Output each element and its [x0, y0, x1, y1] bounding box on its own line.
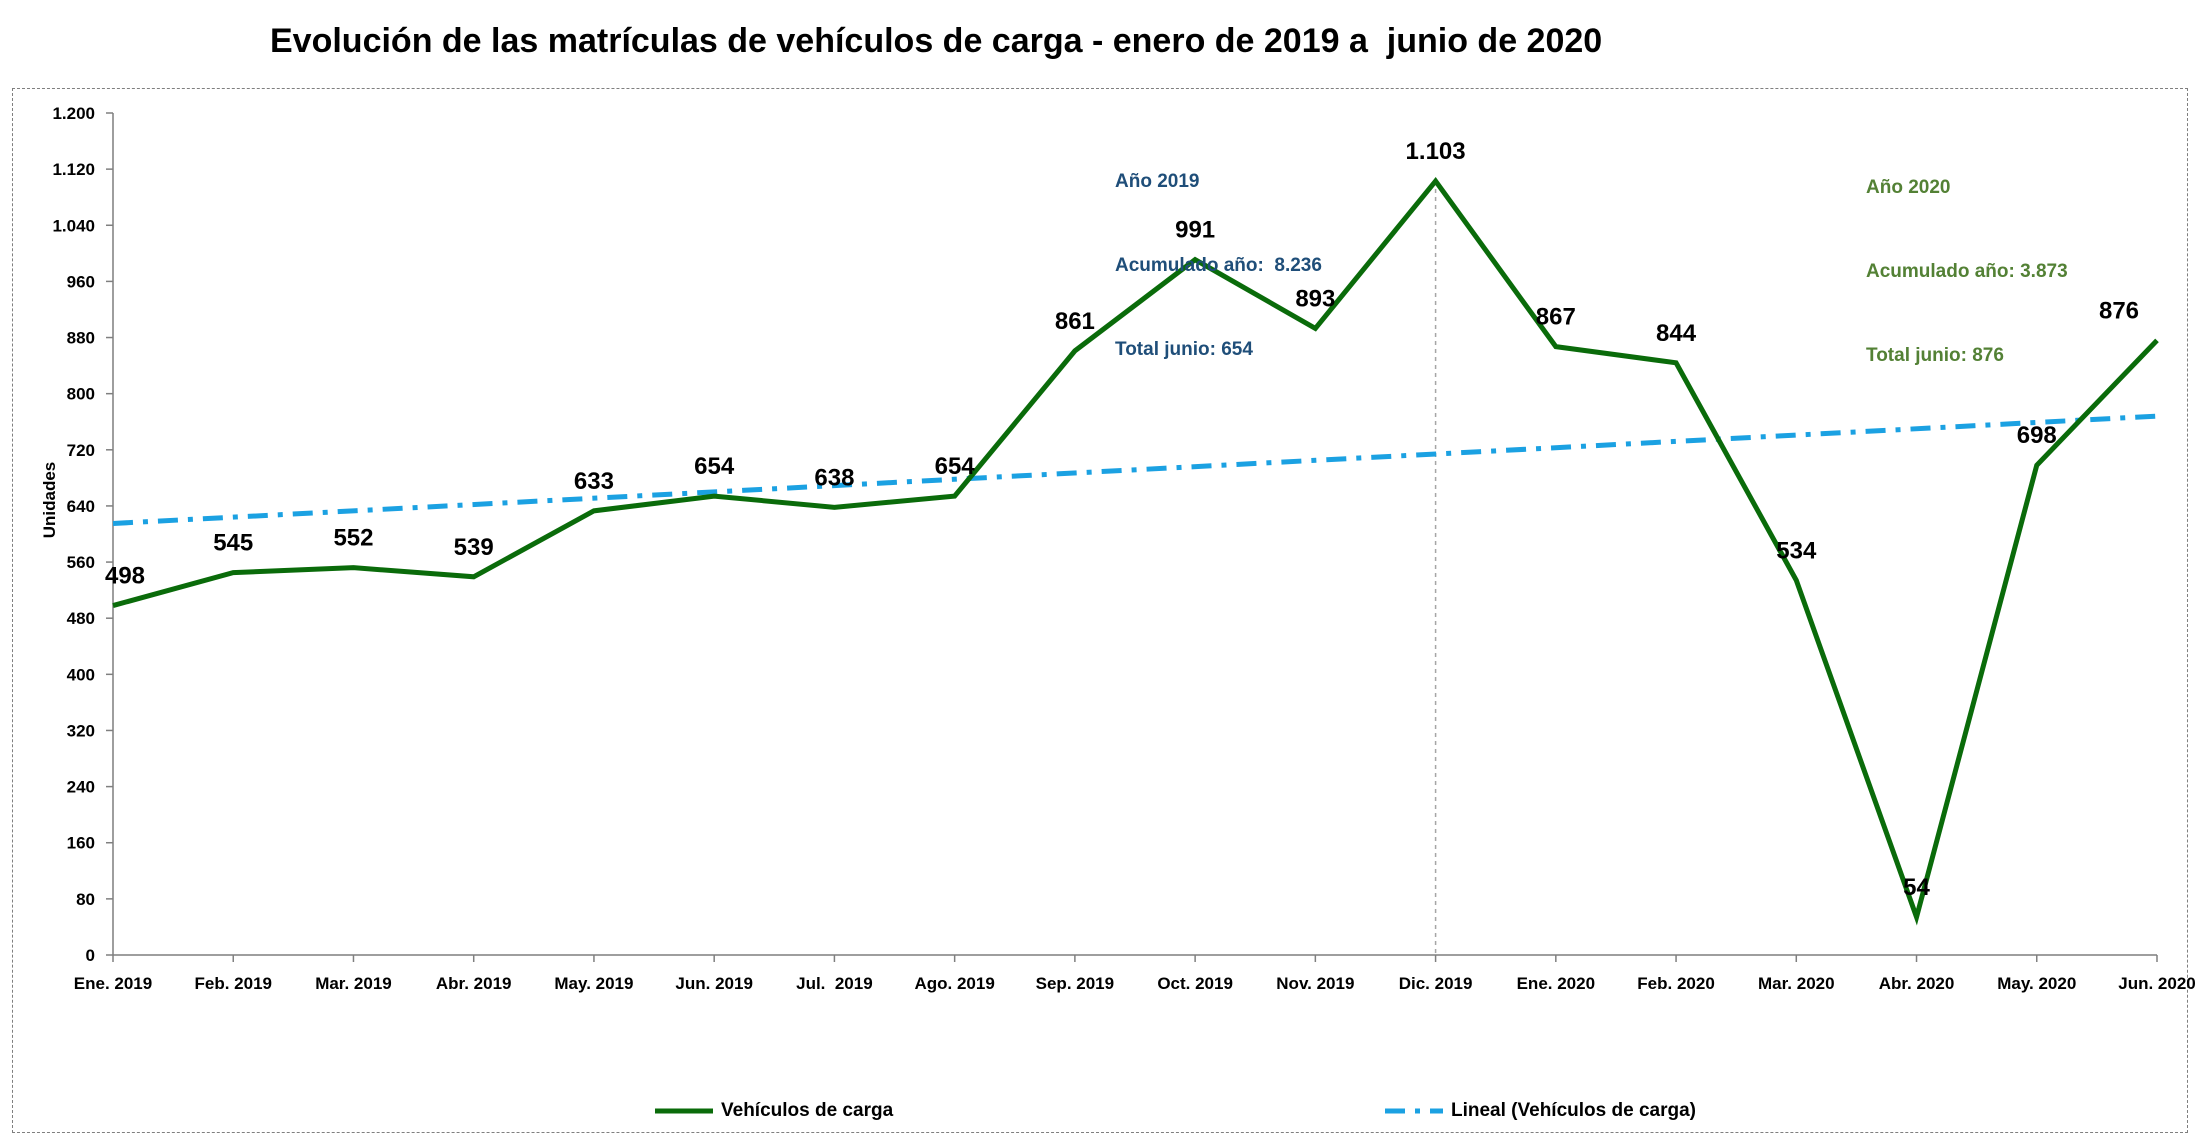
legend-label-trend: Lineal (Vehículos de carga): [1451, 1100, 1696, 1121]
x-tick-label: Nov. 2019: [1276, 974, 1354, 993]
series-line-vehiculos: [112, 176, 2159, 926]
data-label: 991: [1175, 217, 1215, 244]
data-label: 534: [1776, 537, 1817, 564]
x-tick-label: Abr. 2020: [1879, 974, 1955, 993]
x-tick-label: Mar. 2020: [1758, 974, 1835, 993]
chart-title: Evolución de las matrículas de vehículos…: [270, 22, 1603, 60]
legend-item-trend: Lineal (Vehículos de carga): [1385, 1096, 1696, 1126]
x-tick-labels: Ene. 2019 Feb. 2019 Mar. 2019 Abr. 2019 May.…: [74, 955, 2196, 993]
data-label: 867: [1536, 304, 1576, 331]
data-label: 638: [814, 464, 854, 491]
annotation-2019-line: Acumulado año: 8.236: [1115, 255, 1322, 276]
x-tick-label: Ene. 2019: [74, 974, 152, 993]
x-tick-label: Ago. 2019: [914, 974, 994, 993]
plot-frame: [12, 88, 2188, 1133]
legend-swatch-trend: [1385, 1108, 1443, 1114]
x-tick-label: Ene. 2020: [1517, 974, 1595, 993]
x-tick-label: Feb. 2020: [1637, 974, 1715, 993]
annotation-2020-line: Año 2020: [1866, 177, 1951, 198]
y-tick-label: 0: [86, 946, 95, 965]
y-tick-label: 1.040: [52, 216, 95, 235]
y-tick-label: 640: [67, 497, 95, 516]
y-tick-label: 1.120: [52, 160, 95, 179]
annotation-2020: Año 2020 Acumulado año: 3.873 Total juni…: [1866, 118, 2068, 398]
annotation-2019-line: Total junio: 654: [1115, 339, 1253, 360]
x-tick-label: Jun. 2019: [675, 974, 753, 993]
x-tick-label: Jul. 2019: [796, 974, 873, 993]
x-tick-label: Jun. 2020: [2118, 974, 2196, 993]
data-label: 54: [1903, 874, 1930, 901]
data-label: 539: [454, 534, 494, 561]
x-tick-label: Sep. 2019: [1036, 974, 1114, 993]
annotation-2019: Año 2019 Acumulado año: 8.236 Total juni…: [1115, 112, 1322, 392]
y-axis-label: Unidades: [40, 462, 59, 539]
y-tick-label: 320: [67, 721, 95, 740]
x-tick-label: Mar. 2019: [315, 974, 392, 993]
trend-line: [112, 413, 2158, 526]
x-tick-label: May. 2020: [1997, 974, 2076, 993]
x-tick-label: Dic. 2019: [1399, 974, 1473, 993]
y-tick-label: 880: [67, 329, 95, 348]
data-labels: 498 545 552 539 633 654 638 654 861 991 893 1.103 86…: [105, 138, 2139, 901]
data-label: 876: [2099, 297, 2139, 324]
y-tick-label: 560: [67, 553, 95, 572]
data-label: 698: [2017, 422, 2057, 449]
x-tick-label: Feb. 2019: [194, 974, 272, 993]
axes: [112, 113, 2157, 956]
y-tick-label: 800: [67, 385, 95, 404]
data-label: 498: [105, 563, 145, 590]
y-tick-label: 480: [67, 609, 95, 628]
data-label: 633: [574, 468, 614, 495]
y-tick-label: 240: [67, 778, 95, 797]
x-tick-label: Oct. 2019: [1157, 974, 1233, 993]
y-tick-label: 160: [67, 834, 95, 853]
legend-swatch-series: [655, 1108, 713, 1114]
y-tick-label: 80: [76, 890, 95, 909]
data-label: 654: [935, 453, 976, 480]
data-label: 545: [213, 530, 253, 557]
data-label: 893: [1295, 285, 1335, 312]
data-label: 1.103: [1406, 138, 1466, 165]
x-tick-label: Abr. 2019: [436, 974, 512, 993]
data-label: 861: [1055, 308, 1095, 335]
annotation-2020-line: Acumulado año: 3.873: [1866, 261, 2068, 282]
legend-item-series: Vehículos de carga: [655, 1096, 893, 1126]
data-label: 552: [333, 525, 373, 552]
y-tick-label: 400: [67, 665, 95, 684]
x-tick-label: May. 2019: [554, 974, 633, 993]
legend-label-series: Vehículos de carga: [721, 1100, 894, 1121]
y-tick-label: 1.200: [52, 104, 95, 123]
annotation-2019-line: Año 2019: [1115, 171, 1200, 192]
y-ticks: 0 80 160 240 320 400 480 560 640 720 800 880 960 1.04…: [52, 104, 113, 965]
annotation-2020-line: Total junio: 876: [1866, 345, 2004, 366]
y-tick-label: 960: [67, 272, 95, 291]
data-label: 844: [1656, 320, 1697, 347]
y-tick-label: 720: [67, 441, 95, 460]
data-label: 654: [694, 453, 735, 480]
